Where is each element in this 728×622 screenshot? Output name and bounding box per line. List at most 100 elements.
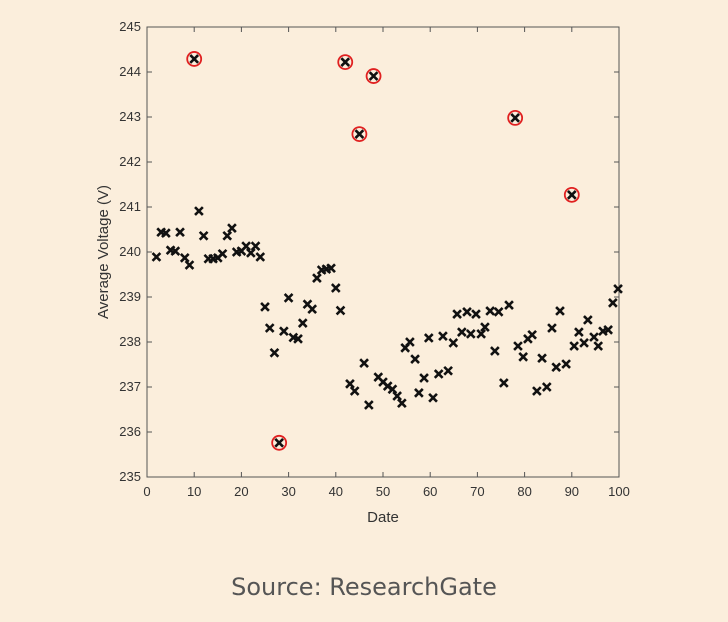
data-point [405,337,415,347]
data-point [175,227,185,238]
outlier-point [271,434,288,451]
data-point [297,318,308,328]
data-point [471,309,481,319]
data-point [513,341,523,351]
data-point [349,386,360,396]
y-tick-label: 245 [119,19,141,34]
outlier-point [563,186,580,203]
data-point [603,325,613,335]
data-point [433,369,444,379]
data-point [537,353,547,364]
data-point [194,206,204,216]
data-point [179,253,190,263]
data-point [345,379,355,389]
data-point [438,331,448,341]
data-point [551,362,562,373]
y-tick-label: 243 [119,109,141,124]
data-point [541,382,552,392]
scatter-chart: 0 10 20 30 40 50 60 70 80 90 100 235 236 237 238 239 240… [95,19,630,526]
y-tick-label: 238 [119,334,141,349]
y-tick-label: 240 [119,244,141,259]
data-point [359,358,369,368]
data-point [410,354,420,364]
data-point [456,327,467,337]
data-point [419,373,429,383]
outlier-circle [351,126,368,143]
y-tick-label: 244 [119,64,141,79]
y-tick-label: 236 [119,424,141,439]
data-point [490,346,500,356]
data-point [504,300,514,310]
data-point [364,400,374,410]
outlier-circle [271,434,288,451]
data-point [462,307,472,317]
data-point [269,347,280,358]
data-point [532,386,542,396]
x-tick-label: 90 [565,484,579,499]
data-point [227,223,237,233]
data-point [423,333,434,343]
outlier-circle [337,54,354,70]
data-point [217,248,228,259]
data-point [428,392,438,403]
data-point [198,230,209,241]
data-point [397,398,407,409]
y-tick-label: 242 [119,154,141,169]
x-tick-label: 60 [423,484,437,499]
data-point [335,305,346,316]
data-point [250,241,261,251]
x-tick-label: 80 [517,484,531,499]
data-point [279,326,289,337]
data-point [241,241,251,251]
data-point [414,388,424,398]
data-point [452,309,462,319]
x-tick-label: 10 [187,484,201,499]
source-caption: Source: ResearchGate [231,573,497,601]
outlier-point [186,51,203,67]
data-point [527,329,537,340]
data-point [222,230,233,241]
outlier-circle [186,51,203,67]
data-point [613,284,623,294]
data-point [589,332,599,342]
data-point [476,329,487,339]
data-point [312,273,322,283]
data-point [392,391,402,401]
data-point [579,338,589,348]
data-point [326,263,336,274]
data-point [255,252,266,262]
y-tick-label: 239 [119,289,141,304]
x-tick-label: 40 [329,484,343,499]
data-point [246,248,256,258]
data-point [555,306,565,316]
data-point [170,246,181,256]
y-axis-label: Average Voltage (V) [95,185,112,319]
data-point [480,322,490,332]
data-point [493,307,504,317]
x-tick-label: 20 [234,484,248,499]
plot-area [146,26,620,478]
data-point [569,341,579,351]
data-point [465,329,476,339]
data-point [608,298,618,308]
y-tick-label: 237 [119,379,141,394]
outlier-point [351,126,368,143]
data-point [161,228,171,238]
data-point [443,365,453,376]
data-point [485,306,495,316]
data-point [561,359,571,369]
data-point [184,260,195,270]
data-point [387,384,398,395]
outlier-point [507,110,524,126]
outlier-circle [365,68,382,84]
data-point [583,315,593,325]
data-point [307,304,318,314]
data-point [498,378,509,388]
x-tick-label: 50 [376,484,390,499]
data-point [283,293,294,303]
x-tick-label: 70 [470,484,484,499]
y-tick-label: 235 [119,469,141,484]
data-point [448,338,459,348]
outlier-point [365,68,382,84]
data-point [260,302,270,312]
